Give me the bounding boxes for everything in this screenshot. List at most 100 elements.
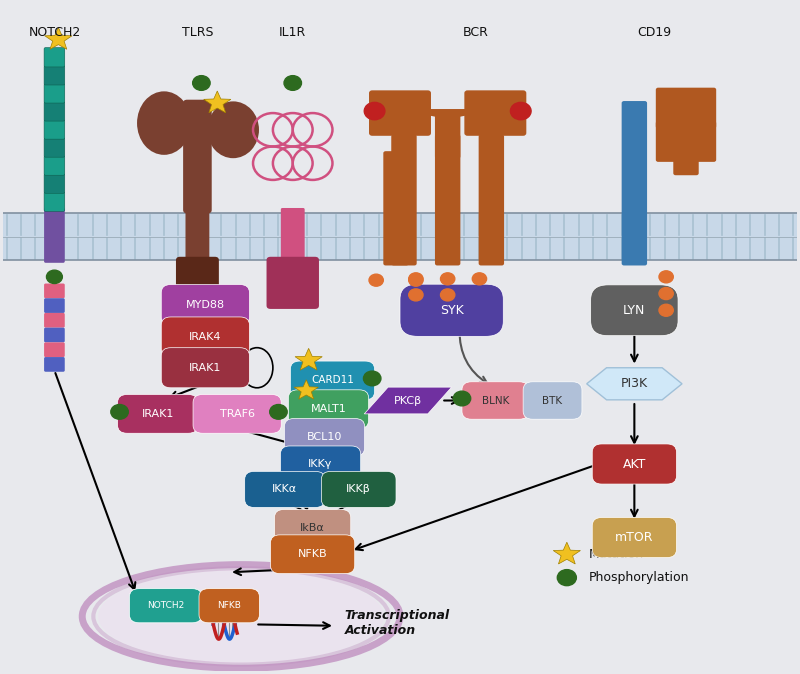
FancyBboxPatch shape (592, 444, 677, 484)
Text: TRAF6: TRAF6 (220, 409, 254, 419)
Text: IkBα: IkBα (300, 522, 325, 532)
FancyBboxPatch shape (435, 134, 460, 266)
Circle shape (193, 75, 210, 90)
FancyBboxPatch shape (435, 111, 460, 158)
Text: Transcriptional
Activation: Transcriptional Activation (344, 609, 450, 637)
Text: IKKα: IKKα (272, 485, 298, 495)
FancyBboxPatch shape (186, 208, 210, 263)
FancyBboxPatch shape (162, 284, 250, 326)
FancyBboxPatch shape (193, 394, 282, 433)
FancyBboxPatch shape (391, 134, 417, 266)
Polygon shape (204, 91, 231, 113)
Text: IRAK4: IRAK4 (189, 332, 222, 342)
FancyBboxPatch shape (274, 510, 350, 545)
Polygon shape (404, 110, 491, 117)
FancyBboxPatch shape (266, 257, 319, 309)
FancyBboxPatch shape (44, 137, 65, 157)
Circle shape (659, 271, 674, 283)
FancyBboxPatch shape (44, 65, 65, 85)
Text: CD19: CD19 (637, 26, 671, 39)
FancyBboxPatch shape (176, 257, 219, 305)
FancyBboxPatch shape (400, 284, 503, 336)
Polygon shape (586, 368, 682, 400)
Text: IRAK1: IRAK1 (189, 363, 222, 373)
Text: AKT: AKT (622, 458, 646, 470)
FancyBboxPatch shape (656, 121, 716, 162)
FancyBboxPatch shape (44, 120, 65, 139)
Text: NOTCH2: NOTCH2 (147, 601, 184, 610)
FancyBboxPatch shape (44, 208, 65, 263)
Circle shape (111, 404, 128, 419)
FancyBboxPatch shape (162, 317, 250, 357)
FancyBboxPatch shape (44, 357, 65, 372)
FancyBboxPatch shape (44, 174, 65, 193)
Polygon shape (295, 348, 322, 370)
Text: LYN: LYN (623, 304, 646, 317)
Circle shape (284, 75, 302, 90)
FancyBboxPatch shape (290, 361, 374, 400)
Text: MALT1: MALT1 (310, 404, 346, 415)
FancyBboxPatch shape (199, 588, 259, 623)
Text: SYK: SYK (440, 304, 463, 317)
FancyBboxPatch shape (44, 102, 65, 121)
FancyBboxPatch shape (44, 328, 65, 342)
Text: BCR: BCR (462, 26, 489, 39)
Circle shape (409, 274, 423, 286)
Text: CARD11: CARD11 (311, 375, 354, 386)
FancyBboxPatch shape (281, 446, 361, 482)
FancyBboxPatch shape (523, 381, 582, 419)
Polygon shape (554, 542, 581, 564)
Circle shape (270, 404, 287, 419)
FancyBboxPatch shape (162, 348, 250, 388)
Circle shape (659, 304, 674, 316)
FancyBboxPatch shape (464, 90, 526, 135)
FancyBboxPatch shape (44, 284, 65, 298)
FancyBboxPatch shape (130, 588, 202, 623)
FancyBboxPatch shape (281, 208, 305, 263)
Text: BCL10: BCL10 (307, 432, 342, 442)
FancyBboxPatch shape (270, 535, 354, 574)
Text: NOTCH2: NOTCH2 (28, 26, 81, 39)
Text: Mutation: Mutation (589, 548, 644, 561)
Text: NFKB: NFKB (218, 601, 241, 610)
FancyBboxPatch shape (44, 313, 65, 328)
FancyBboxPatch shape (44, 192, 65, 212)
FancyBboxPatch shape (130, 588, 202, 623)
Ellipse shape (207, 101, 259, 158)
FancyBboxPatch shape (44, 84, 65, 103)
Text: PI3K: PI3K (621, 377, 648, 390)
Text: NOTCH2: NOTCH2 (147, 601, 184, 610)
FancyBboxPatch shape (2, 214, 798, 260)
Circle shape (558, 570, 576, 586)
Text: BTK: BTK (542, 396, 562, 406)
Text: Phosphorylation: Phosphorylation (589, 571, 690, 584)
FancyBboxPatch shape (592, 518, 677, 557)
Circle shape (409, 289, 423, 301)
Circle shape (659, 288, 674, 299)
FancyBboxPatch shape (674, 131, 698, 175)
Text: IL1R: IL1R (279, 26, 306, 39)
Ellipse shape (137, 92, 191, 155)
Text: BLNK: BLNK (482, 396, 509, 406)
FancyBboxPatch shape (322, 471, 396, 508)
Circle shape (441, 273, 455, 285)
FancyBboxPatch shape (288, 390, 369, 429)
Text: IRAK1: IRAK1 (142, 409, 174, 419)
FancyBboxPatch shape (590, 285, 678, 336)
FancyBboxPatch shape (44, 342, 65, 357)
FancyBboxPatch shape (44, 48, 65, 67)
FancyBboxPatch shape (369, 90, 431, 135)
FancyBboxPatch shape (656, 88, 716, 129)
Text: PKCβ: PKCβ (394, 396, 422, 406)
FancyBboxPatch shape (478, 134, 504, 266)
FancyBboxPatch shape (199, 588, 259, 623)
Ellipse shape (98, 570, 384, 663)
Text: NFKB: NFKB (218, 601, 241, 610)
FancyBboxPatch shape (383, 151, 409, 266)
FancyBboxPatch shape (622, 101, 647, 266)
Circle shape (369, 274, 383, 286)
Circle shape (441, 289, 455, 301)
Circle shape (46, 270, 62, 284)
Polygon shape (294, 379, 318, 399)
FancyBboxPatch shape (462, 381, 529, 419)
